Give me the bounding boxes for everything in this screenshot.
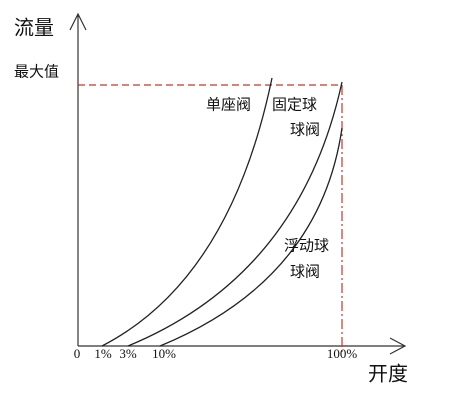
x-label: 开度 (368, 363, 408, 386)
curve-fixed-ball (127, 81, 343, 347)
x-tick-label: 0 (74, 346, 81, 361)
y-axis (69, 12, 87, 346)
curve-label: 浮动球 (284, 237, 329, 254)
x-axis (78, 337, 407, 355)
y-max-label: 最大值 (14, 63, 59, 80)
curve-label: 固定球 (272, 96, 317, 113)
x-tick-label: 100% (327, 346, 358, 361)
curve-label: 球阀 (290, 121, 320, 138)
x-tick-label: 3% (119, 346, 137, 361)
curve-single-seat (101, 77, 273, 347)
x-tick-label: 10% (152, 346, 176, 361)
curve-label: 单座阀 (206, 96, 251, 113)
x-tick-label: 1% (94, 346, 112, 361)
curve-label: 球阀 (290, 263, 320, 280)
y-label: 流量 (14, 17, 54, 40)
curve-floating-ball (159, 127, 343, 347)
